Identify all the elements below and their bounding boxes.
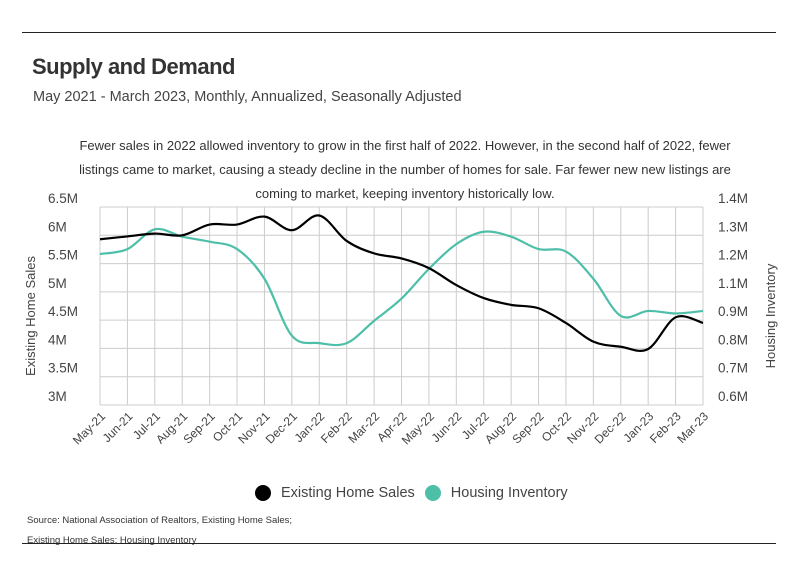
y-tick-left: 6.5M: [48, 191, 78, 206]
legend-sales-marker: [255, 485, 271, 501]
x-tick: Mar-23: [674, 409, 711, 446]
y-tick-right: 0.6M: [718, 389, 748, 404]
chart-title: Supply and Demand: [32, 54, 235, 79]
y-axis-left-title: Existing Home Sales: [23, 256, 38, 376]
source-note: Source: National Association of Realtors…: [27, 511, 292, 551]
y-tick-right: 0.7M: [718, 361, 748, 376]
annotation: Fewer sales in 2022 allowed inventory to…: [70, 134, 740, 206]
y-tick-left: 5M: [48, 276, 67, 291]
series-line-housing-inventory: [99, 227, 704, 347]
y-tick-right: 1.1M: [718, 276, 748, 291]
legend: Existing Home Sales Housing Inventory: [255, 485, 568, 501]
source-line: Source: National Association of Realtors…: [27, 515, 293, 526]
legend-inventory-marker: [424, 485, 441, 501]
y-tick-right: 0.8M: [718, 332, 748, 347]
annotation-line: coming to market, keeping inventory hist…: [255, 186, 555, 201]
annotation-line: Fewer sales in 2022 allowed inventory to…: [79, 138, 731, 153]
y-tick-left: 6M: [48, 219, 67, 234]
bottom-rule: [22, 543, 776, 544]
y-axis-right-title: Housing Inventory: [763, 263, 778, 368]
legend-inventory-label: Housing Inventory: [450, 485, 568, 501]
x-tick: Mar-22: [345, 409, 382, 446]
y-tick-left: 4M: [48, 332, 67, 347]
series-line-existing-home-sales: [99, 214, 704, 352]
x-tick: Jun-22: [429, 409, 465, 445]
y-tick-left: 4.5M: [48, 304, 78, 319]
annotation-line: listings came to market, causing a stead…: [79, 162, 731, 177]
y-tick-right: 1.2M: [718, 248, 748, 263]
x-tick: Sep-21: [180, 409, 217, 446]
y-tick-left: 3.5M: [48, 361, 78, 376]
y-tick-left: 3M: [48, 389, 67, 404]
x-tick: Sep-22: [509, 409, 546, 446]
y-tick-right: 1.3M: [718, 219, 748, 234]
legend-sales-label: Existing Home Sales: [281, 485, 415, 501]
x-tick: Jun-21: [100, 409, 136, 445]
y-tick-left: 5.5M: [48, 248, 78, 263]
x-tick: Dec-22: [592, 409, 629, 446]
source-line: Existing Home Sales: Housing Inventory: [27, 535, 197, 546]
y-tick-right: 1.4M: [718, 191, 748, 206]
chart-subtitle: May 2021 - March 2023, Monthly, Annualiz…: [33, 89, 462, 105]
x-tick: Dec-21: [263, 409, 300, 446]
y-tick-right: 0.9M: [718, 304, 748, 319]
x-tick: May-21: [70, 409, 108, 447]
top-rule: [22, 32, 776, 33]
